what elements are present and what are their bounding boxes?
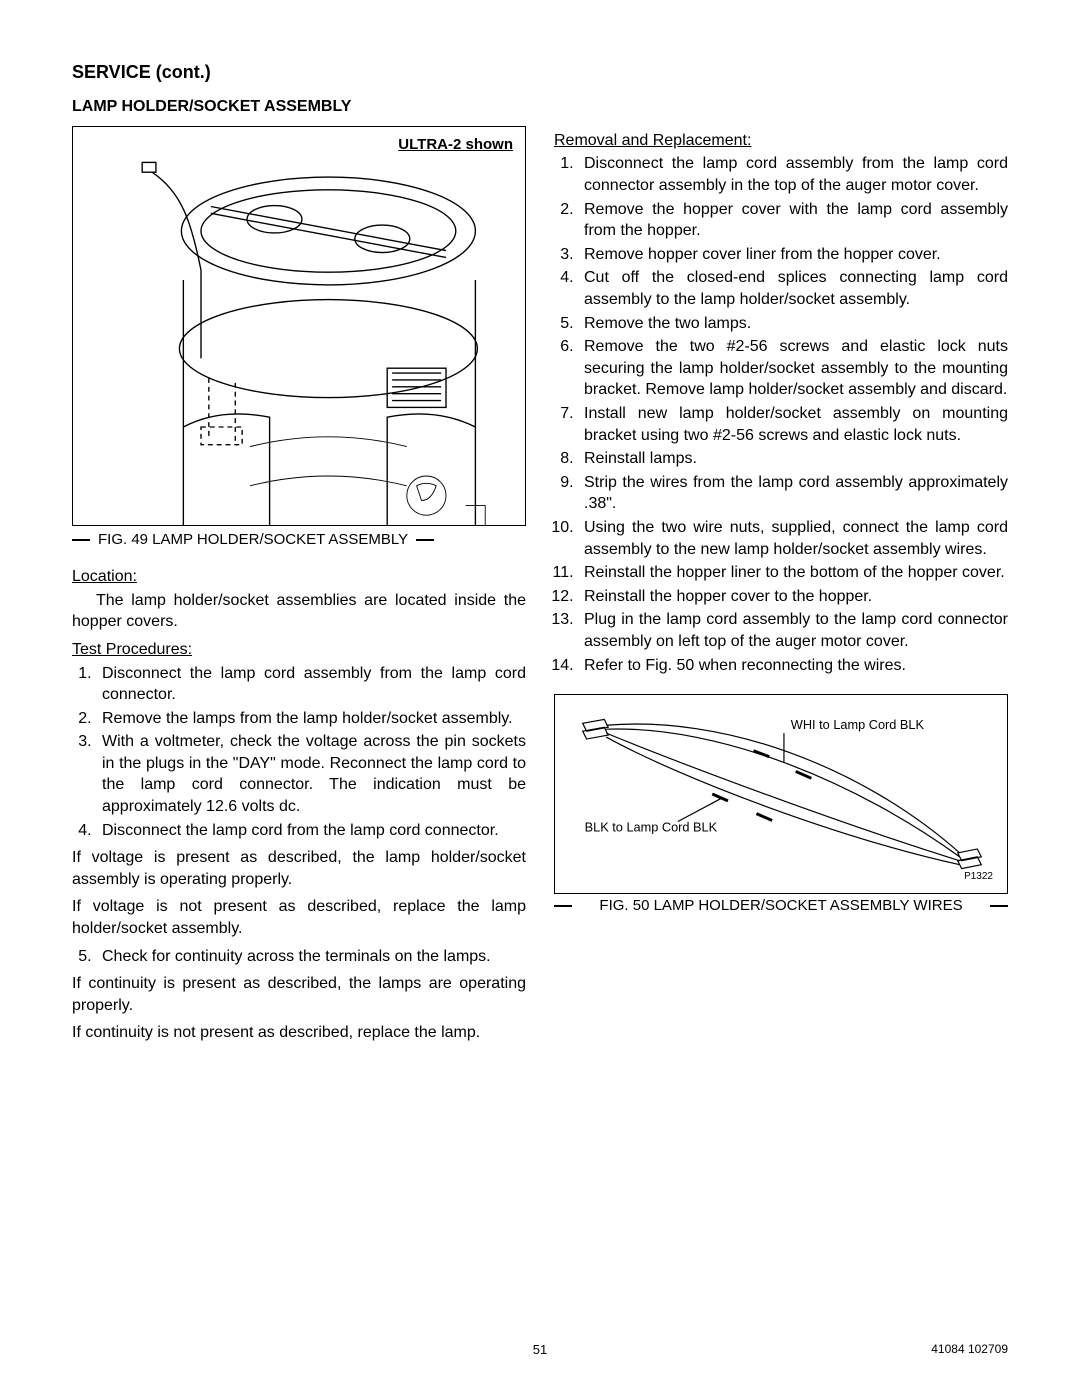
removal-step: Remove the hopper cover with the lamp co…	[578, 199, 1008, 242]
removal-step: Disconnect the lamp cord assembly from t…	[578, 153, 1008, 196]
figure-49-inset-label: ULTRA-2 shown	[398, 135, 513, 155]
caption-rule-right	[416, 539, 434, 541]
figure-50-pcode: P1322	[964, 870, 993, 884]
service-heading: SERVICE (cont.)	[72, 60, 1008, 84]
caption-rule-right	[990, 905, 1008, 907]
continuity-ok-para: If continuity is present as described, t…	[72, 973, 526, 1016]
removal-step: Reinstall the hopper cover to the hopper…	[578, 586, 1008, 608]
voltage-ok-para: If voltage is present as described, the …	[72, 847, 526, 890]
voltage-bad-para: If voltage is not present as described, …	[72, 896, 526, 939]
removal-step: Refer to Fig. 50 when reconnecting the w…	[578, 655, 1008, 677]
two-column-layout: ULTRA-2 shown	[72, 126, 1008, 1050]
caption-rule-left	[72, 539, 90, 541]
figure-50-caption-row: FIG. 50 LAMP HOLDER/SOCKET ASSEMBLY WIRE…	[554, 896, 1008, 916]
removal-step: Remove the two lamps.	[578, 313, 1008, 335]
right-column: Removal and Replacement: Disconnect the …	[554, 126, 1008, 1050]
test-step: Disconnect the lamp cord from the lamp c…	[96, 820, 526, 842]
figure-49-caption: FIG. 49 LAMP HOLDER/SOCKET ASSEMBLY	[98, 530, 408, 550]
caption-rule-left	[554, 905, 572, 907]
left-column: ULTRA-2 shown	[72, 126, 526, 1050]
removal-step: Using the two wire nuts, supplied, conne…	[578, 517, 1008, 560]
blk-label: BLK to Lamp Cord BLK	[585, 819, 718, 834]
removal-step: Reinstall the hopper liner to the bottom…	[578, 562, 1008, 584]
test-steps-list-cont: Check for continuity across the terminal…	[72, 946, 526, 968]
removal-step: Plug in the lamp cord assembly to the la…	[578, 609, 1008, 652]
location-heading: Location:	[72, 566, 526, 588]
figure-49-diagram	[81, 133, 517, 525]
removal-step: Strip the wires from the lamp cord assem…	[578, 472, 1008, 515]
figure-49-caption-row: FIG. 49 LAMP HOLDER/SOCKET ASSEMBLY	[72, 530, 526, 550]
removal-step: Cut off the closed-end splices connectin…	[578, 267, 1008, 310]
figure-49-box: ULTRA-2 shown	[72, 126, 526, 526]
test-step: Remove the lamps from the lamp holder/so…	[96, 708, 526, 730]
removal-step: Remove the two #2-56 screws and elastic …	[578, 336, 1008, 401]
test-step: With a voltmeter, check the voltage acro…	[96, 731, 526, 817]
removal-step: Remove hopper cover liner from the hoppe…	[578, 244, 1008, 266]
figure-50-caption: FIG. 50 LAMP HOLDER/SOCKET ASSEMBLY WIRE…	[580, 896, 982, 916]
test-step: Disconnect the lamp cord assembly from t…	[96, 663, 526, 706]
removal-step: Reinstall lamps.	[578, 448, 1008, 470]
page: SERVICE (cont.) LAMP HOLDER/SOCKET ASSEM…	[0, 0, 1080, 1397]
page-footer: 51 41084 102709	[0, 1341, 1080, 1357]
location-text: The lamp holder/socket assemblies are lo…	[72, 590, 526, 633]
figure-50-diagram: WHI to Lamp Cord BLK BLK to Lamp Cord BL…	[565, 705, 997, 883]
continuity-bad-para: If continuity is not present as describe…	[72, 1022, 526, 1044]
removal-heading: Removal and Replacement:	[554, 130, 1008, 152]
removal-step: Install new lamp holder/socket assembly …	[578, 403, 1008, 446]
doc-number: 41084 102709	[931, 1341, 1008, 1357]
removal-steps-list: Disconnect the lamp cord assembly from t…	[554, 153, 1008, 676]
figure-50-box: WHI to Lamp Cord BLK BLK to Lamp Cord BL…	[554, 694, 1008, 894]
whi-label: WHI to Lamp Cord BLK	[791, 717, 925, 732]
assembly-heading: LAMP HOLDER/SOCKET ASSEMBLY	[72, 96, 1008, 118]
test-procedures-heading: Test Procedures:	[72, 639, 526, 661]
page-number: 51	[533, 1341, 547, 1359]
test-steps-list: Disconnect the lamp cord assembly from t…	[72, 663, 526, 842]
test-step: Check for continuity across the terminal…	[96, 946, 526, 968]
